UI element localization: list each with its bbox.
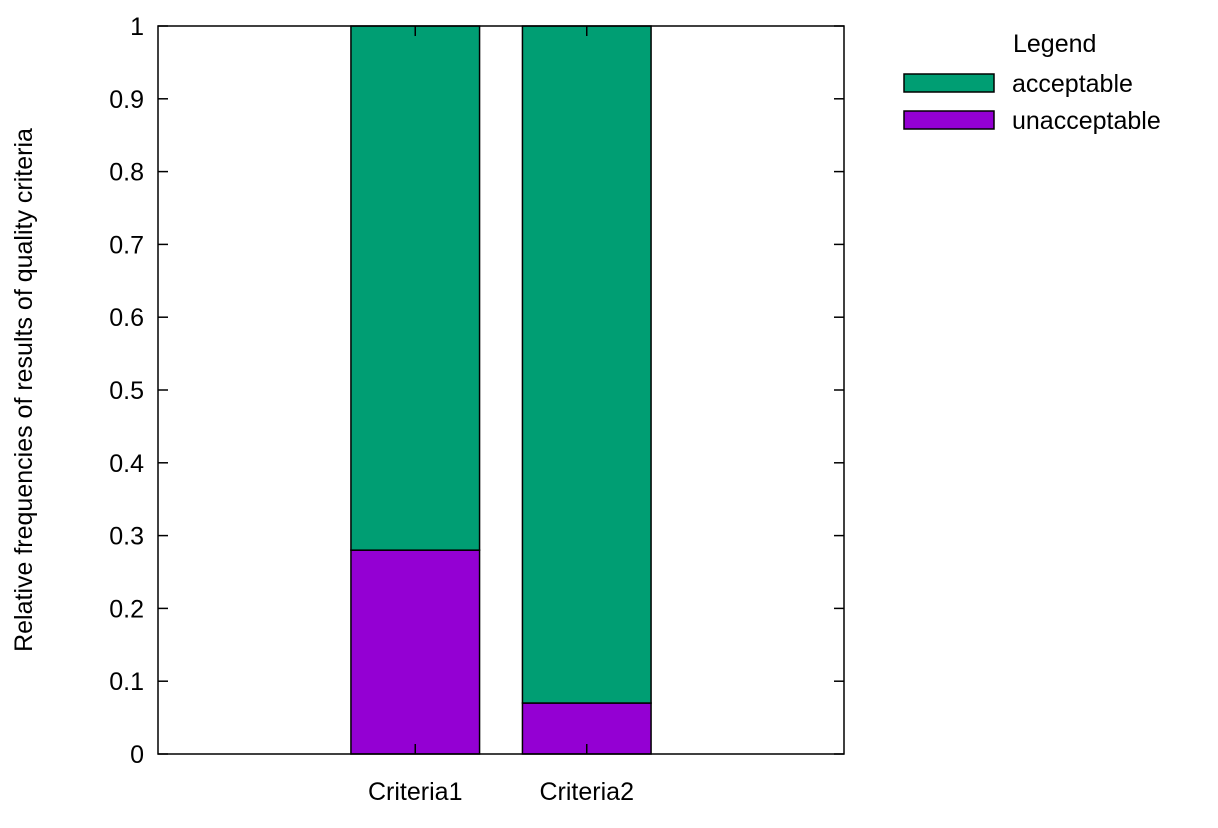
y-tick-label: 0.5 <box>109 377 144 405</box>
y-tick-label: 1 <box>130 13 144 41</box>
labels-layer: 0 0.1 0.2 0.3 0.4 0.5 0.6 0.7 0.8 0.9 1 Criteria1 Cr… <box>109 13 634 806</box>
y-tick-label: 0.6 <box>109 304 144 332</box>
y-tick-label: 0.3 <box>109 523 144 551</box>
y-tick-label: 0.9 <box>109 86 144 114</box>
y-tick-label: 0.1 <box>109 668 144 696</box>
legend-label-acceptable: acceptable <box>1012 70 1133 98</box>
bar-acceptable-criteria2 <box>521 25 652 704</box>
legend-title: Legend <box>1013 30 1096 58</box>
x-tick-label-criteria1: Criteria1 <box>368 778 462 806</box>
x-tick-label-criteria2: Criteria2 <box>540 778 634 806</box>
bars-layer <box>350 25 652 755</box>
plot-frame <box>157 25 845 755</box>
y-axis-title: Relative frequencies of results of quali… <box>10 128 38 652</box>
legend-swatch-acceptable <box>903 73 995 93</box>
legend: Legend acceptable unacceptable <box>903 30 1161 135</box>
y-tick-label: 0 <box>130 741 144 769</box>
bar-unacceptable-criteria1 <box>350 549 481 755</box>
ticks-layer <box>158 25 844 755</box>
legend-label-unacceptable: unacceptable <box>1012 107 1161 135</box>
y-tick-label: 0.8 <box>109 159 144 187</box>
y-tick-label: 0.7 <box>109 231 144 259</box>
bar-acceptable-criteria1 <box>350 25 481 551</box>
y-tick-label: 0.2 <box>109 595 144 623</box>
legend-swatch-unacceptable <box>903 110 995 130</box>
y-tick-label: 0.4 <box>109 450 144 478</box>
